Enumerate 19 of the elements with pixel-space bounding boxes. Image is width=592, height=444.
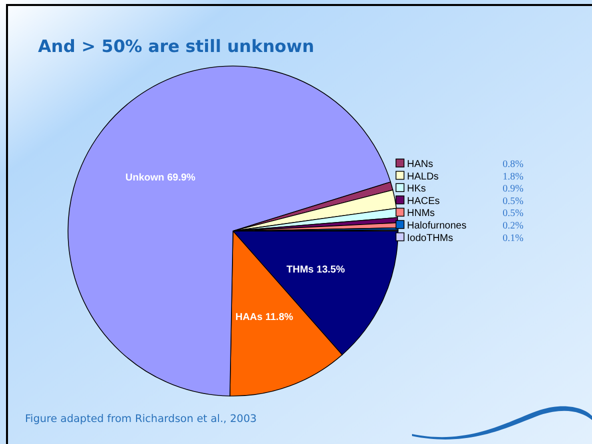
legend-label: HKs: [407, 184, 426, 195]
data-label: 0.1%: [502, 232, 524, 244]
data-label: 0.2%: [502, 220, 524, 232]
legend-label: Halofurnones: [407, 220, 466, 232]
data-label: 0.5%: [502, 208, 524, 220]
data-label: 1.8%: [502, 171, 524, 182]
data-label: 0.8%: [502, 159, 524, 170]
chart-title: And > 50% are still unknown: [38, 37, 314, 57]
slice-label: Unkown 69.9%: [125, 172, 196, 184]
data-label: 0.9%: [502, 184, 524, 195]
legend-label: IodoTHMs: [407, 232, 454, 244]
legend-label: HACEs: [407, 196, 440, 207]
legend-label: HALDs: [407, 171, 439, 182]
text: Figure adapted from Richardson et al., 2003: [25, 413, 257, 425]
legend-label: HANs: [407, 159, 434, 170]
slice-label: THMs 13.5%: [286, 264, 345, 276]
data-label: 0.5%: [502, 196, 524, 207]
legend-label: HNMs: [407, 208, 435, 220]
slice-label: HAAs 11.8%: [235, 312, 294, 324]
